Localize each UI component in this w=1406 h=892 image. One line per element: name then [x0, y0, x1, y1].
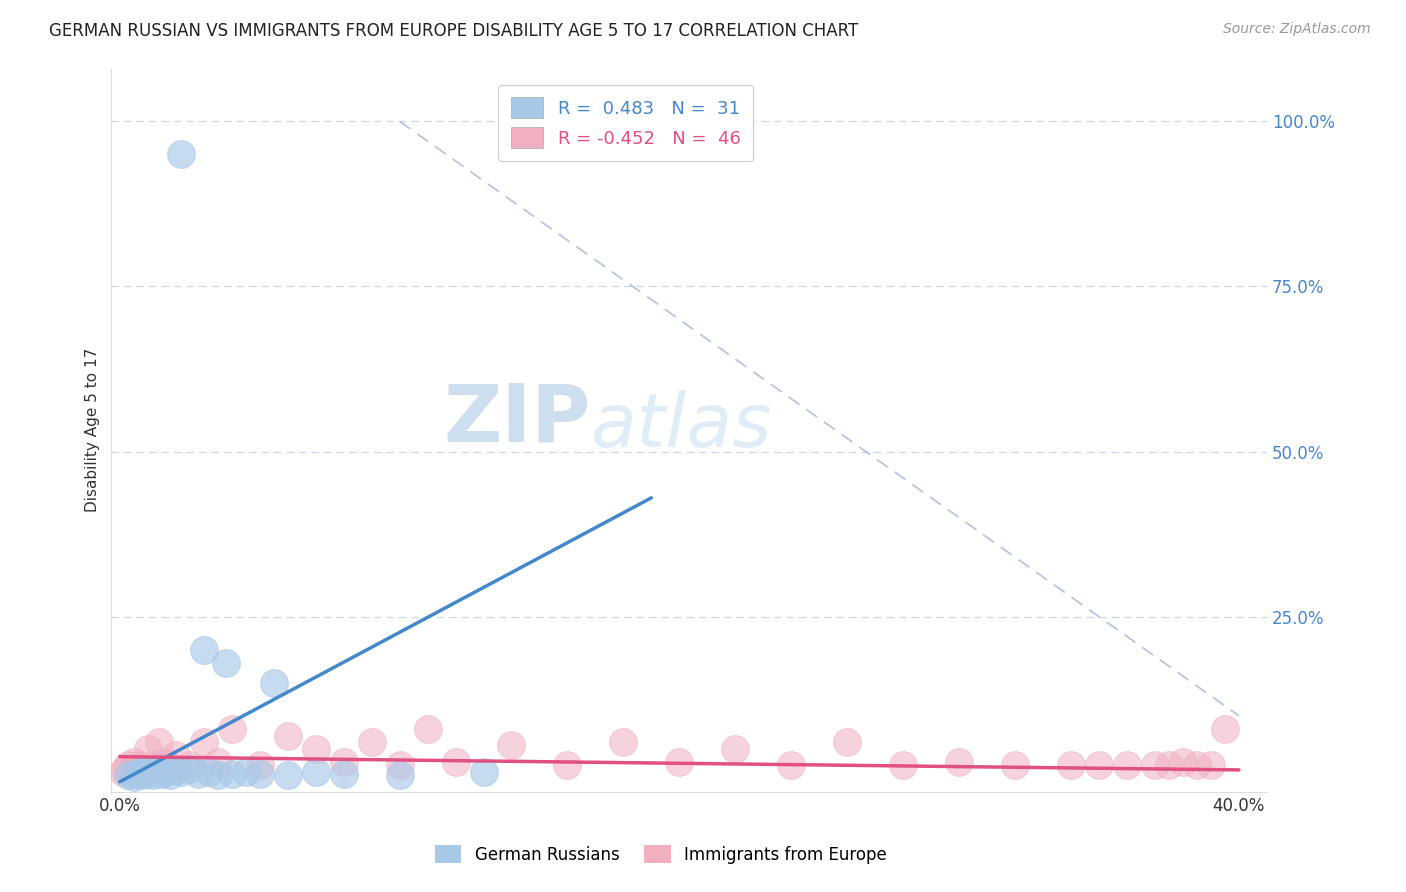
- Point: [122, 770, 145, 784]
- Point: [948, 755, 970, 769]
- Point: [207, 755, 229, 769]
- Point: [159, 768, 181, 782]
- Point: [501, 739, 523, 753]
- Point: [416, 722, 439, 736]
- Y-axis label: Disability Age 5 to 17: Disability Age 5 to 17: [86, 348, 100, 512]
- Point: [207, 768, 229, 782]
- Point: [111, 764, 134, 779]
- Point: [277, 729, 299, 743]
- Point: [305, 741, 328, 756]
- Point: [837, 735, 859, 749]
- Point: [891, 758, 914, 772]
- Point: [150, 767, 173, 781]
- Point: [117, 768, 139, 782]
- Point: [153, 764, 176, 779]
- Point: [1157, 758, 1180, 772]
- Point: [1199, 758, 1222, 772]
- Point: [193, 642, 215, 657]
- Point: [170, 764, 193, 779]
- Point: [1143, 758, 1166, 772]
- Point: [360, 735, 382, 749]
- Point: [134, 764, 156, 779]
- Point: [1185, 758, 1208, 772]
- Text: atlas: atlas: [591, 391, 772, 462]
- Point: [159, 762, 181, 776]
- Point: [668, 755, 690, 769]
- Point: [193, 735, 215, 749]
- Point: [1171, 755, 1194, 769]
- Point: [221, 767, 243, 781]
- Point: [277, 768, 299, 782]
- Point: [136, 767, 159, 781]
- Point: [388, 758, 411, 772]
- Point: [142, 758, 165, 772]
- Legend: German Russians, Immigrants from Europe: German Russians, Immigrants from Europe: [427, 838, 894, 871]
- Point: [724, 741, 747, 756]
- Point: [139, 764, 162, 779]
- Point: [215, 656, 238, 670]
- Point: [612, 735, 634, 749]
- Point: [122, 755, 145, 769]
- Point: [1088, 758, 1111, 772]
- Point: [187, 767, 209, 781]
- Point: [1060, 758, 1083, 772]
- Point: [1004, 758, 1026, 772]
- Point: [1213, 722, 1236, 736]
- Point: [136, 741, 159, 756]
- Point: [128, 764, 150, 779]
- Point: [134, 763, 156, 777]
- Point: [165, 748, 187, 763]
- Point: [145, 762, 167, 776]
- Point: [249, 758, 271, 772]
- Point: [128, 758, 150, 772]
- Point: [444, 755, 467, 769]
- Point: [332, 755, 354, 769]
- Point: [153, 755, 176, 769]
- Point: [165, 763, 187, 777]
- Point: [388, 768, 411, 782]
- Point: [235, 764, 257, 779]
- Point: [131, 768, 153, 782]
- Point: [472, 764, 495, 779]
- Point: [221, 722, 243, 736]
- Point: [249, 767, 271, 781]
- Point: [120, 764, 142, 779]
- Point: [179, 758, 201, 772]
- Point: [1116, 758, 1139, 772]
- Point: [142, 768, 165, 782]
- Point: [125, 763, 148, 777]
- Point: [305, 764, 328, 779]
- Point: [131, 762, 153, 776]
- Point: [170, 147, 193, 161]
- Point: [125, 767, 148, 781]
- Text: GERMAN RUSSIAN VS IMMIGRANTS FROM EUROPE DISABILITY AGE 5 TO 17 CORRELATION CHAR: GERMAN RUSSIAN VS IMMIGRANTS FROM EUROPE…: [49, 22, 859, 40]
- Text: Source: ZipAtlas.com: Source: ZipAtlas.com: [1223, 22, 1371, 37]
- Point: [117, 758, 139, 772]
- Point: [780, 758, 803, 772]
- Point: [332, 767, 354, 781]
- Point: [557, 758, 579, 772]
- Point: [114, 762, 136, 776]
- Legend: R =  0.483   N =  31, R = -0.452   N =  46: R = 0.483 N = 31, R = -0.452 N = 46: [498, 85, 754, 161]
- Point: [179, 762, 201, 776]
- Point: [148, 735, 170, 749]
- Text: ZIP: ZIP: [444, 380, 591, 458]
- Point: [263, 675, 285, 690]
- Point: [198, 764, 221, 779]
